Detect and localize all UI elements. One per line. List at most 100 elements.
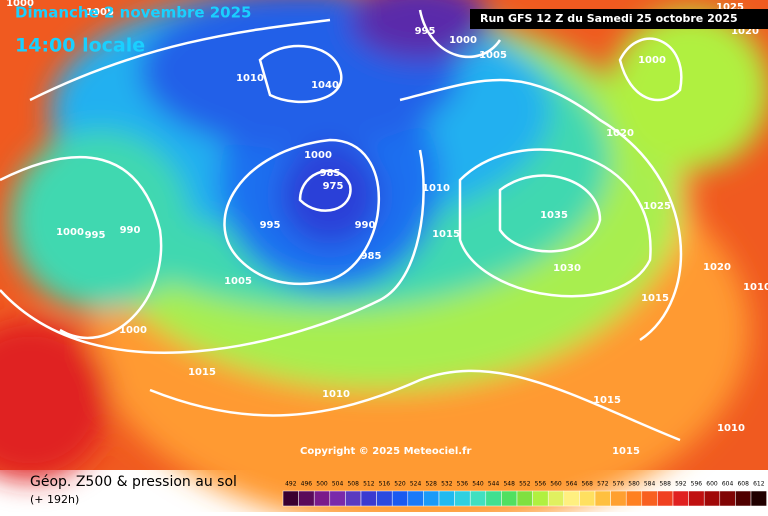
colorbar-label: 528	[425, 481, 437, 488]
isobar-label: 1010	[422, 183, 450, 194]
colorbar-swatch	[672, 490, 689, 507]
isobar-label: 985	[361, 251, 382, 262]
colorbar-swatch	[719, 490, 736, 507]
isobar-label: 1010	[717, 423, 745, 434]
colorbar-swatch	[376, 490, 393, 507]
colorbar-swatch	[625, 490, 643, 507]
isobar-label: 1020	[703, 262, 731, 273]
isobar-label: 1015	[188, 367, 216, 378]
colorbar-label: 596	[691, 481, 703, 488]
isobar-label: 1000	[56, 227, 84, 238]
colorbar-label: 504	[332, 481, 344, 488]
isobar-label: 1015	[641, 293, 669, 304]
colorbar-label: 604	[722, 481, 734, 488]
colorbar-swatch	[579, 490, 596, 507]
colorbar-swatch	[282, 490, 299, 507]
isobar-label: 990	[355, 220, 376, 231]
colorbar-label: 516	[379, 481, 391, 488]
isobar-label: 1035	[540, 210, 568, 221]
colorbar-swatch	[594, 490, 611, 507]
colorbar-label: 592	[675, 481, 687, 488]
colorbar-swatch	[703, 490, 721, 507]
colorbar-label: 512	[363, 481, 375, 488]
isobar-label: 990	[120, 225, 141, 236]
isobar-label: 1015	[593, 395, 621, 406]
isobar-label: 1015	[432, 229, 460, 240]
isobar-label: 1025	[643, 201, 671, 212]
colorbar-label: 608	[737, 481, 749, 488]
colorbar-swatch	[501, 490, 518, 507]
isobar-label: 995	[85, 230, 106, 241]
colorbar-swatch	[563, 490, 580, 507]
isobar-label: 1000	[638, 55, 666, 66]
isobar-label: 995	[415, 26, 436, 37]
colorbar-label: 548	[503, 481, 515, 488]
colorbar-label: 572	[597, 481, 609, 488]
isobar-label: 1015	[612, 446, 640, 457]
colorbar-swatch	[532, 490, 549, 507]
isobar-label: 1000	[304, 150, 332, 161]
isobar-label: 1010	[743, 282, 768, 293]
colorbar-label: 552	[519, 481, 531, 488]
colorbar-label: 564	[566, 481, 578, 488]
isobar-label: 975	[323, 181, 344, 192]
isobar-label: 1030	[553, 263, 581, 274]
colorbar-swatch	[407, 490, 424, 507]
colorbar-swatch	[750, 490, 767, 507]
footer-title: Géop. Z500 & pression au sol	[30, 474, 237, 490]
colorbar-swatch	[610, 490, 627, 507]
colorbar-swatch	[641, 490, 658, 507]
isobar-label: 1010	[236, 73, 264, 84]
colorbar-swatch	[298, 490, 315, 507]
run-box	[470, 9, 768, 29]
colorbar-swatch	[423, 490, 440, 507]
isobar-label: 1010	[322, 389, 350, 400]
colorbar-swatch	[547, 490, 565, 507]
colorbar-swatch	[516, 490, 533, 507]
isobar-label: 1020	[606, 128, 634, 139]
colorbar-swatch	[688, 490, 705, 507]
isobar-label: 1005	[86, 7, 114, 18]
isobar-label: 995	[260, 220, 281, 231]
colorbar-label: 508	[347, 481, 359, 488]
colorbar-label: 580	[628, 481, 640, 488]
isobar-label: 1005	[224, 276, 252, 287]
lead-time: (+ 192h)	[30, 493, 79, 506]
isobar-label: 1005	[479, 50, 507, 61]
isobar-label: 1000	[6, 0, 34, 9]
colorbar-swatch	[438, 490, 455, 507]
colorbar-label: 532	[441, 481, 453, 488]
copyright: Copyright © 2025 Meteociel.fr	[300, 446, 471, 457]
isobar-label: 1040	[311, 80, 339, 91]
colorbar-label: 536	[457, 481, 469, 488]
colorbar-swatch	[485, 490, 502, 507]
colorbar-label: 540	[472, 481, 484, 488]
run-info: Run GFS 12 Z du Samedi 25 octobre 2025	[480, 12, 738, 25]
time: 14:00 locale	[15, 35, 145, 57]
colorbar-label: 496	[301, 481, 313, 488]
colorbar-label: 576	[613, 481, 625, 488]
colorbar-swatch	[735, 490, 752, 507]
isobar-label: 985	[320, 168, 341, 179]
colorbar-label: 584	[644, 481, 656, 488]
colorbar-swatch	[391, 490, 409, 507]
colorbar-label: 500	[316, 481, 328, 488]
colorbar-swatch	[360, 490, 377, 507]
date: Dimanche 2 novembre 2025	[15, 4, 252, 22]
colorbar-swatch	[454, 490, 471, 507]
colorbar-label: 520	[394, 481, 406, 488]
colorbar-label: 544	[488, 481, 500, 488]
colorbar-swatch	[345, 490, 362, 507]
colorbar-label: 560	[550, 481, 562, 488]
colorbar-label: 600	[706, 481, 718, 488]
colorbar-label: 556	[535, 481, 547, 488]
colorbar-label: 492	[285, 481, 297, 488]
colorbar-swatch	[469, 490, 487, 507]
colorbar-label: 612	[753, 481, 765, 488]
colorbar-label: 588	[659, 481, 671, 488]
isobar-label: 1020	[731, 26, 759, 37]
colorbar-swatch	[329, 490, 346, 507]
isobar-label: 1025	[716, 2, 744, 13]
